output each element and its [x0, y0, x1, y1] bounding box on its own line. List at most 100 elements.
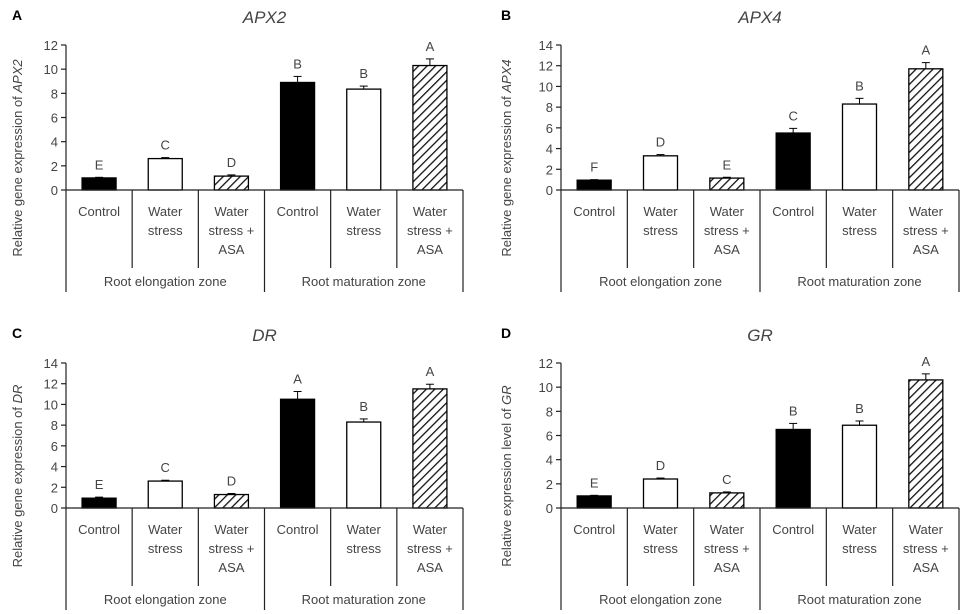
- significance-letter: D: [227, 155, 236, 170]
- chart-title: GR: [747, 326, 773, 345]
- chart-title: APX4: [737, 8, 781, 27]
- y-tick-label: 4: [51, 460, 58, 475]
- significance-letter: E: [590, 475, 599, 490]
- zone-label: Root elongation zone: [599, 592, 722, 607]
- bar: [775, 132, 811, 191]
- zone-label: Root maturation zone: [302, 592, 426, 607]
- x-tick-label: Water: [909, 204, 944, 219]
- significance-letter: C: [161, 460, 170, 475]
- bar: [709, 492, 745, 509]
- zone-label: Root elongation zone: [104, 274, 227, 289]
- zone-label: Root elongation zone: [104, 592, 227, 607]
- significance-letter: B: [855, 78, 864, 93]
- bar: [81, 497, 117, 509]
- zone-label: Root maturation zone: [302, 274, 426, 289]
- x-tick-label: Control: [772, 204, 814, 219]
- bar: [213, 175, 250, 191]
- x-tick-label: Control: [277, 522, 319, 537]
- x-tick-label: ASA: [417, 560, 443, 575]
- x-tick-label: stress: [346, 223, 381, 238]
- y-axis-label: Relative expression level of GR: [499, 385, 514, 566]
- bar: [642, 478, 679, 509]
- y-tick-label: 10: [44, 397, 58, 412]
- panel-letter: A: [12, 7, 22, 23]
- significance-letter: B: [855, 401, 864, 416]
- chart-title: APX2: [242, 8, 287, 27]
- y-tick-label: 0: [546, 501, 553, 516]
- x-tick-label: Water: [148, 204, 183, 219]
- x-tick-label: Water: [347, 204, 382, 219]
- panel-letter: C: [12, 325, 22, 341]
- y-tick-label: 4: [546, 453, 553, 468]
- x-tick-label: stress: [842, 541, 877, 556]
- zone-label: Root maturation zone: [797, 592, 921, 607]
- bar: [576, 495, 612, 509]
- panel-d: D GR Relative expression level of GR 0 2 4 6 8 1…: [499, 325, 960, 610]
- y-tick-label: 4: [546, 142, 553, 157]
- significance-letter: B: [293, 56, 302, 71]
- x-tick-label: Control: [573, 522, 615, 537]
- bar: [213, 493, 250, 509]
- zone-label: Root maturation zone: [797, 274, 921, 289]
- x-tick-label: Water: [842, 522, 877, 537]
- y-tick-label: 2: [51, 159, 58, 174]
- x-tick-label: ASA: [913, 560, 939, 575]
- y-tick-label: 8: [51, 418, 58, 433]
- bar: [775, 428, 811, 509]
- y-axis-label: Relative gene expression of APX4: [499, 59, 514, 256]
- y-tick-label: 12: [539, 59, 553, 74]
- chart-title: DR: [252, 326, 277, 345]
- bar: [81, 177, 117, 191]
- x-tick-label: ASA: [218, 242, 244, 257]
- x-tick-label: ASA: [913, 242, 939, 257]
- significance-letter: B: [359, 66, 368, 81]
- bar: [346, 421, 382, 509]
- y-tick-label: 12: [44, 377, 58, 392]
- y-tick-label: 0: [51, 501, 58, 516]
- y-tick-label: 12: [44, 38, 58, 53]
- x-tick-label: ASA: [218, 560, 244, 575]
- panel-letter: D: [501, 325, 511, 341]
- bar: [412, 388, 448, 509]
- y-tick-label: 8: [51, 86, 58, 101]
- x-tick-label: stress +: [208, 541, 254, 556]
- y-tick-label: 6: [51, 111, 58, 126]
- x-tick-label: ASA: [714, 242, 740, 257]
- x-tick-label: stress +: [704, 541, 750, 556]
- x-tick-label: stress: [643, 541, 678, 556]
- significance-letter: E: [95, 477, 104, 492]
- panel-a: A APX2 Relative gene expression of APX2 0 2 4…: [10, 7, 464, 292]
- x-tick-label: Water: [643, 204, 678, 219]
- significance-letter: B: [789, 403, 798, 418]
- y-tick-label: 10: [539, 380, 553, 395]
- x-tick-label: Control: [573, 204, 615, 219]
- y-tick-label: 6: [546, 121, 553, 136]
- bar: [908, 68, 944, 191]
- y-tick-label: 4: [51, 135, 58, 150]
- y-tick-label: 14: [539, 38, 553, 53]
- y-tick-label: 0: [51, 183, 58, 198]
- x-tick-label: Water: [842, 204, 877, 219]
- bar: [709, 177, 745, 191]
- bar: [346, 88, 382, 191]
- significance-letter: A: [921, 43, 930, 58]
- y-tick-label: 0: [546, 183, 553, 198]
- significance-letter: C: [161, 138, 170, 153]
- x-tick-label: Water: [347, 522, 382, 537]
- x-tick-label: stress: [148, 541, 183, 556]
- significance-letter: A: [921, 354, 930, 369]
- y-tick-label: 6: [546, 429, 553, 444]
- zone-label: Root elongation zone: [599, 274, 722, 289]
- significance-letter: B: [359, 399, 368, 414]
- x-tick-label: Control: [277, 204, 319, 219]
- x-tick-label: Water: [214, 522, 249, 537]
- x-tick-label: stress +: [903, 223, 949, 238]
- x-tick-label: Water: [710, 204, 745, 219]
- significance-letter: D: [656, 135, 665, 150]
- significance-letter: A: [293, 371, 302, 386]
- bar: [279, 81, 316, 191]
- x-tick-label: stress: [643, 223, 678, 238]
- panel-b: B APX4 Relative gene expression of APX4 0 2 4…: [499, 7, 960, 292]
- x-tick-label: ASA: [714, 560, 740, 575]
